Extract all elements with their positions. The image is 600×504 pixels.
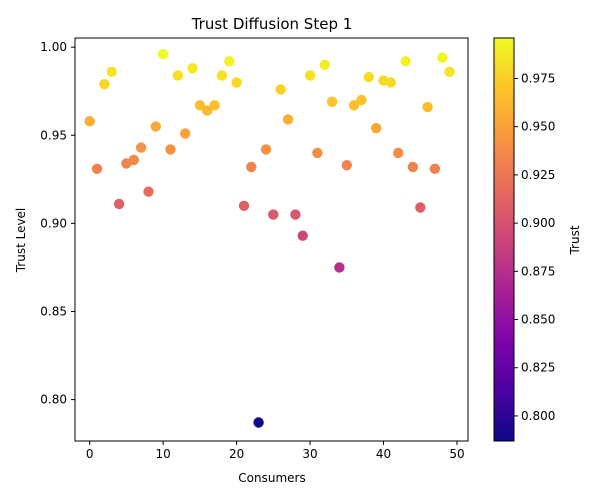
- data-point: [304, 70, 316, 81]
- colorbar-tick-label: 0.975: [521, 71, 555, 85]
- x-axis: 0 10 20 30 40 50: [86, 441, 465, 461]
- data-point: [216, 70, 228, 81]
- data-point: [143, 186, 154, 197]
- colorbar-tick-label: 0.850: [521, 313, 555, 327]
- y-tick-label: 0.80: [40, 393, 67, 407]
- x-axis-label: Consumers: [238, 471, 305, 485]
- data-point: [312, 147, 323, 159]
- data-point: [275, 84, 286, 95]
- plot-frame: [74, 37, 469, 442]
- data-point: [165, 144, 176, 155]
- data-point: [282, 114, 294, 125]
- data-point: [260, 144, 272, 155]
- plot-area: [74, 37, 469, 442]
- x-tick-label: 20: [229, 447, 244, 461]
- data-point: [84, 116, 95, 127]
- data-point: [209, 100, 220, 111]
- data-point: [253, 417, 264, 428]
- data-points: [84, 49, 455, 428]
- data-point: [393, 147, 404, 159]
- y-tick-label: 0.95: [40, 128, 67, 142]
- colorbar-tick-label: 0.875: [521, 264, 555, 278]
- data-point: [135, 142, 147, 153]
- data-point: [429, 163, 441, 174]
- data-point: [415, 202, 426, 213]
- data-point: [407, 161, 419, 173]
- data-point: [371, 123, 382, 134]
- data-point: [150, 121, 161, 132]
- data-point: [187, 63, 198, 74]
- data-point: [268, 209, 279, 220]
- y-tick-label: 1.00: [40, 40, 67, 54]
- x-tick-label: 10: [156, 447, 171, 461]
- data-point: [180, 128, 191, 139]
- data-point: [202, 105, 213, 116]
- y-axis: 0.80 0.85 0.90 0.95 1.00: [40, 40, 75, 407]
- colorbar-tick-label: 0.800: [521, 409, 555, 423]
- data-point: [224, 56, 235, 67]
- data-point: [231, 77, 242, 88]
- colorbar-gradient: [493, 37, 515, 442]
- colorbar-tick-label: 0.900: [521, 216, 555, 230]
- data-point: [157, 49, 169, 60]
- data-point: [172, 70, 183, 81]
- data-point: [290, 209, 301, 220]
- colorbar-ticks: 0.800 0.825 0.850 0.875 0.900 0.925 0.950 0.975: [514, 71, 555, 423]
- data-point: [113, 198, 125, 210]
- y-tick-label: 0.90: [40, 216, 67, 230]
- data-point: [341, 160, 352, 171]
- data-point: [437, 52, 448, 63]
- data-point: [444, 66, 455, 78]
- data-point: [400, 56, 411, 67]
- data-point: [246, 161, 257, 173]
- x-tick-label: 40: [376, 447, 391, 461]
- x-tick-label: 50: [449, 447, 464, 461]
- data-point: [326, 96, 338, 108]
- data-point: [128, 154, 139, 166]
- data-point: [385, 77, 397, 88]
- colorbar-label: Trust: [568, 225, 582, 255]
- data-point: [99, 79, 110, 90]
- data-point: [91, 163, 103, 174]
- data-point: [348, 100, 360, 111]
- data-point: [422, 101, 433, 113]
- chart-title: Trust Diffusion Step 1: [191, 15, 353, 33]
- y-axis-label: Trust Level: [14, 208, 28, 274]
- x-tick-label: 30: [302, 447, 317, 461]
- data-point: [363, 71, 374, 83]
- y-tick-label: 0.85: [40, 304, 67, 318]
- x-tick-label: 0: [86, 447, 94, 461]
- data-point: [238, 200, 250, 211]
- data-point: [297, 230, 308, 241]
- colorbar-tick-label: 0.950: [521, 120, 555, 134]
- colorbar-tick-label: 0.925: [521, 168, 555, 182]
- data-point: [106, 66, 117, 78]
- data-point: [356, 94, 367, 106]
- data-point: [194, 100, 206, 111]
- colorbar: 0.800 0.825 0.850 0.875 0.900 0.925 0.950 0.975…: [493, 37, 582, 442]
- data-point: [319, 59, 330, 70]
- data-point: [334, 262, 345, 273]
- colorbar-tick-label: 0.825: [521, 361, 555, 375]
